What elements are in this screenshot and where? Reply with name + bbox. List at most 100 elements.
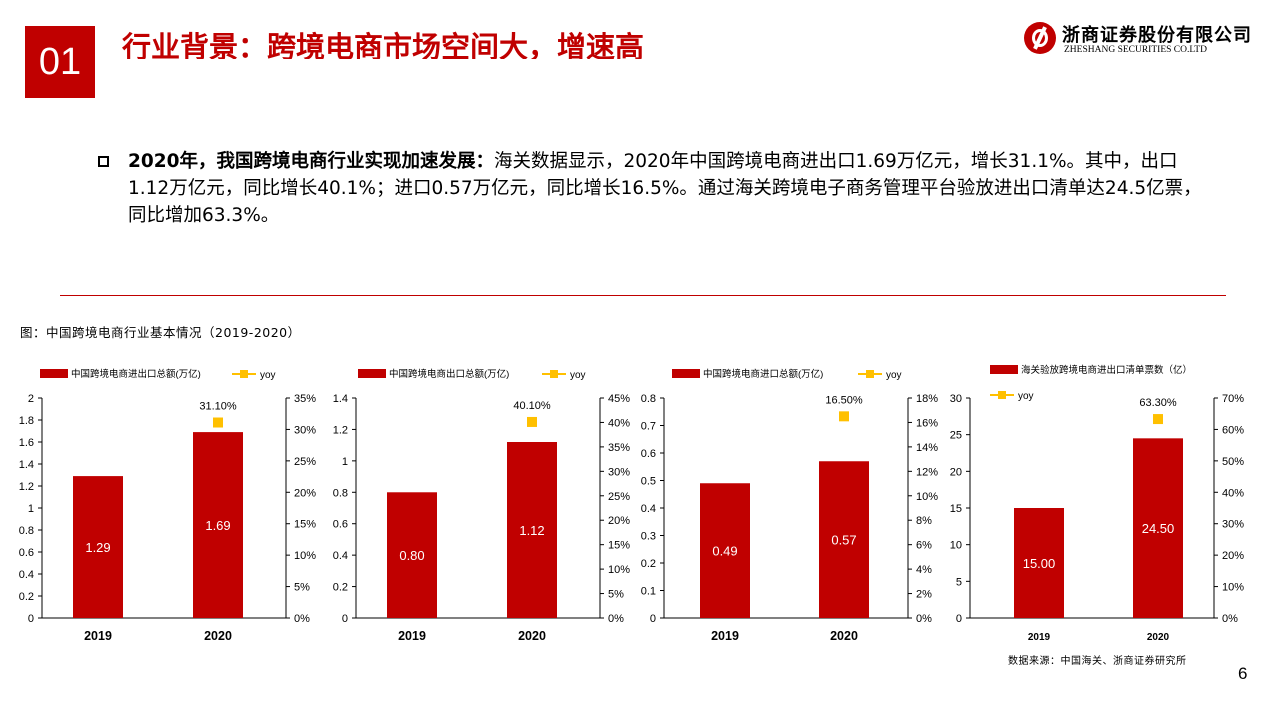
y-tick-label: 5 bbox=[956, 576, 962, 588]
logo-en-text: ZHESHANG SECURITIES CO.LTD bbox=[1064, 45, 1207, 55]
legend-yoy-swatch bbox=[240, 370, 248, 378]
data-source: 数据来源：中国海关、浙商证券研究所 bbox=[1008, 656, 1187, 667]
section-number-badge: 01 bbox=[25, 26, 95, 98]
y2-tick-label: 10% bbox=[1222, 582, 1244, 594]
divider-line bbox=[60, 295, 1226, 296]
y2-tick-label: 18% bbox=[916, 393, 938, 405]
y-tick-label: 0 bbox=[956, 613, 962, 625]
y2-tick-label: 14% bbox=[916, 442, 938, 454]
x-tick-label: 2020 bbox=[830, 629, 858, 643]
x-tick-label: 2019 bbox=[398, 629, 426, 643]
bar bbox=[387, 492, 437, 618]
y-tick-label: 1.4 bbox=[333, 393, 348, 405]
x-tick-label: 2020 bbox=[1147, 632, 1170, 643]
y-tick-label: 0.4 bbox=[333, 550, 348, 562]
bar bbox=[73, 476, 123, 618]
chart-customs-clearance-tickets: 0 5 10 15 20 25 30 0% 10% 20% 30% 40% 50% 60% 70% 15.00… bbox=[950, 360, 1252, 650]
bar bbox=[1133, 438, 1183, 618]
y-tick-label: 0.6 bbox=[641, 448, 656, 460]
bullet-text: 海关数据显示，2020年中国跨境电商进出口1.69万亿元，增长31.1%。其中，… bbox=[128, 151, 1202, 226]
y2-tick-label: 60% bbox=[1222, 424, 1244, 436]
x-tick-label: 2019 bbox=[1028, 632, 1051, 643]
y2-tick-label: 10% bbox=[916, 491, 938, 503]
y2-tick-label: 10% bbox=[294, 550, 316, 562]
legend-bar-swatch bbox=[990, 365, 1018, 374]
y-tick-label: 1.8 bbox=[19, 415, 34, 427]
legend-yoy-swatch bbox=[998, 391, 1006, 399]
y2-tick-label: 40% bbox=[608, 417, 630, 429]
bar bbox=[700, 483, 750, 618]
y-tick-label: 1 bbox=[28, 503, 34, 515]
bar-value-label: 0.57 bbox=[831, 533, 856, 548]
y2-tick-label: 5% bbox=[294, 582, 310, 594]
y-tick-label: 0 bbox=[342, 613, 348, 625]
y-tick-label: 0.8 bbox=[641, 393, 656, 405]
bar bbox=[819, 461, 869, 618]
legend-yoy-swatch bbox=[550, 370, 558, 378]
y2-tick-label: 8% bbox=[916, 515, 932, 527]
bar-value-label: 1.12 bbox=[519, 523, 544, 538]
y-tick-label: 1.2 bbox=[333, 424, 348, 436]
yoy-data-label: 16.50% bbox=[825, 394, 863, 406]
yoy-point bbox=[1153, 414, 1163, 425]
y2-tick-label: 45% bbox=[608, 393, 630, 405]
y2-tick-label: 4% bbox=[916, 564, 932, 576]
chart-export-total: 0 0.2 0.4 0.6 0.8 1 1.2 1.4 0% 5% 10% 15% 20% 25% 30% 3… bbox=[328, 360, 630, 650]
y2-tick-label: 0% bbox=[294, 613, 310, 625]
chart-import-export-total: 0 0.2 0.4 0.6 0.8 1 1.2 1.4 1.6 1.8 2 0% 5% 10% 15% 20%… bbox=[14, 360, 316, 650]
bar-value-label: 1.69 bbox=[205, 518, 230, 533]
bar-value-label: 0.49 bbox=[712, 544, 737, 559]
x-tick-label: 2019 bbox=[711, 629, 739, 643]
legend-bar-swatch bbox=[672, 369, 700, 378]
yoy-point bbox=[527, 416, 537, 427]
y2-tick-label: 6% bbox=[916, 540, 932, 552]
y2-tick-label: 5% bbox=[608, 589, 624, 601]
y-tick-label: 0.2 bbox=[19, 591, 34, 603]
y2-tick-label: 30% bbox=[608, 466, 630, 478]
legend-yoy-label: yoy bbox=[886, 370, 902, 381]
bar-value-label: 15.00 bbox=[1023, 556, 1056, 571]
legend-bar-swatch bbox=[40, 369, 68, 378]
y-tick-label: 1.6 bbox=[19, 437, 34, 449]
y2-tick-label: 0% bbox=[608, 613, 624, 625]
y2-tick-label: 15% bbox=[608, 540, 630, 552]
chart-svg-2: 0 0.2 0.4 0.6 0.8 1 1.2 1.4 0% 5% 10% 15% 20% 25% 30% 3… bbox=[333, 368, 630, 643]
figure-caption: 图：中国跨境电商行业基本情况（2019-2020） bbox=[20, 325, 301, 340]
logo-icon bbox=[1024, 22, 1056, 54]
y-tick-label: 0 bbox=[650, 613, 656, 625]
legend-bar-swatch bbox=[358, 369, 386, 378]
legend-bar-label: 海关验放跨境电商进出口清单票数（亿） bbox=[1021, 364, 1192, 376]
y2-tick-label: 0% bbox=[916, 613, 932, 625]
y2-tick-label: 20% bbox=[294, 487, 316, 499]
y-tick-label: 0 bbox=[28, 613, 34, 625]
y-tick-label: 2 bbox=[28, 393, 34, 405]
yoy-data-label: 63.30% bbox=[1139, 397, 1177, 409]
y2-tick-label: 25% bbox=[294, 456, 316, 468]
y2-tick-label: 25% bbox=[608, 491, 630, 503]
x-tick-label: 2020 bbox=[518, 629, 546, 643]
y2-tick-label: 30% bbox=[1222, 519, 1244, 531]
company-logo: 浙商证券股份有限公司 ZHESHANG SECURITIES CO.LTD bbox=[1024, 20, 1264, 64]
y2-tick-label: 2% bbox=[916, 589, 932, 601]
legend-yoy-label: yoy bbox=[570, 370, 586, 381]
y2-tick-label: 20% bbox=[608, 515, 630, 527]
bullet-paragraph: 2020年，我国跨境电商行业实现加速发展：海关数据显示，2020年中国跨境电商进… bbox=[98, 148, 1208, 229]
legend-bar-label: 中国跨境电商进出口总额(万亿) bbox=[71, 368, 201, 380]
y2-tick-label: 20% bbox=[1222, 550, 1244, 562]
bar-value-label: 24.50 bbox=[1142, 521, 1175, 536]
y2-tick-label: 16% bbox=[916, 417, 938, 429]
y-tick-label: 15 bbox=[950, 503, 962, 515]
yoy-point bbox=[839, 411, 849, 422]
y-tick-label: 1 bbox=[342, 456, 348, 468]
y-tick-label: 25 bbox=[950, 430, 962, 442]
y2-tick-label: 70% bbox=[1222, 393, 1244, 405]
y-tick-label: 1.4 bbox=[19, 459, 34, 471]
y2-tick-label: 30% bbox=[294, 424, 316, 436]
y2-tick-label: 10% bbox=[608, 564, 630, 576]
square-bullet-icon bbox=[98, 156, 109, 167]
legend-yoy-label: yoy bbox=[1018, 391, 1034, 402]
legend-yoy-label: yoy bbox=[260, 370, 276, 381]
page-number: 6 bbox=[1238, 664, 1248, 683]
yoy-data-label: 40.10% bbox=[513, 400, 551, 412]
y-tick-label: 10 bbox=[950, 540, 962, 552]
